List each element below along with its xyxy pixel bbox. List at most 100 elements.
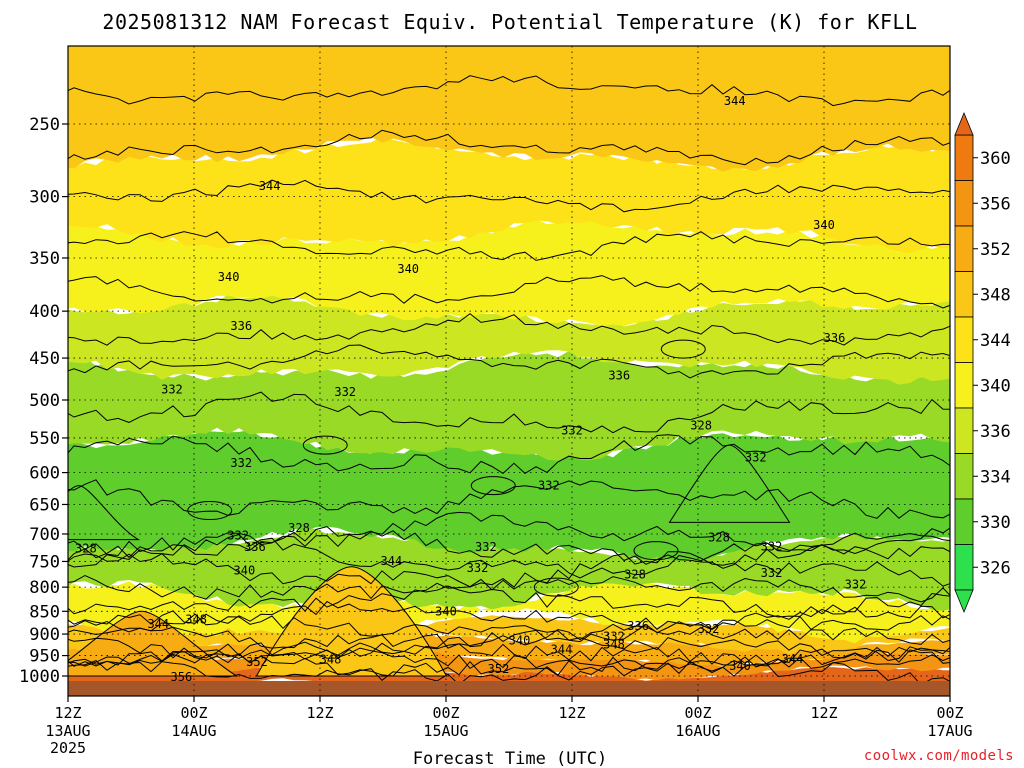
contour-line	[68, 511, 950, 557]
contour-line	[68, 179, 950, 213]
contour-cell	[633, 541, 679, 561]
contour-line	[68, 549, 950, 591]
y-tick-label: 450	[29, 349, 60, 369]
contour-cell	[187, 501, 233, 521]
contour-line	[68, 656, 950, 686]
contour-line	[68, 391, 950, 434]
grid-lines	[68, 46, 950, 696]
x-tick-hour: 12Z	[810, 704, 837, 722]
y-tick-label: 600	[29, 464, 60, 484]
colorbar-label: 360	[980, 149, 1011, 169]
contour-label: 328	[690, 418, 712, 432]
x-tick-date: 17AUG	[927, 722, 972, 740]
contour-label: 340	[234, 563, 256, 577]
ground-band	[68, 681, 950, 696]
y-tick-label: 1000	[19, 667, 60, 687]
contour-label: 348	[320, 653, 342, 667]
x-tick-date: 16AUG	[675, 722, 720, 740]
contour-cell	[302, 435, 348, 455]
colorbar-swatch	[954, 271, 974, 318]
theta-layer	[68, 293, 950, 385]
colorbar-swatch	[954, 407, 974, 454]
colorbar-swatch	[954, 316, 974, 363]
contour-label: 340	[509, 634, 531, 648]
colorbar-label: 340	[980, 376, 1011, 396]
contour-line	[68, 600, 950, 630]
colorbar-arrow-bottom	[954, 589, 974, 614]
filled-contours	[68, 46, 950, 696]
contour-line	[68, 479, 950, 519]
colorbar-swatch	[954, 453, 974, 500]
contour-cell	[660, 339, 706, 359]
colorbar-swatch	[954, 134, 974, 181]
contour-lines	[68, 75, 950, 686]
colorbar-swatch	[954, 544, 974, 591]
y-tick-label: 550	[29, 429, 60, 449]
colorbar-label: 352	[980, 240, 1011, 260]
y-tick-label: 950	[29, 647, 60, 667]
y-tick-label: 250	[29, 115, 60, 135]
x-tick-hour: 12Z	[558, 704, 585, 722]
contour-label: 332	[561, 424, 583, 438]
theta-layer	[68, 527, 950, 611]
contour-line	[68, 275, 950, 309]
theta-feature	[68, 485, 141, 541]
contour-label: 340	[397, 262, 419, 276]
contour-line	[68, 642, 950, 667]
contour-labels: 344 344 340 340 340 336 336 336 332 332 332 332 332 3…	[75, 94, 866, 684]
contour-label: 340	[729, 659, 751, 673]
contour-label: 336	[824, 331, 846, 345]
y-tick-label: 300	[29, 188, 60, 208]
contour-label: 352	[488, 662, 510, 676]
colorbar-label: 348	[980, 285, 1011, 305]
contour-label: 332	[761, 566, 783, 580]
chart-title: 2025081312 NAM Forecast Equiv. Potential…	[102, 10, 917, 34]
x-tick-date: 15AUG	[423, 722, 468, 740]
contour-label: 328	[708, 530, 730, 544]
contour-line	[68, 344, 950, 379]
y-tick-label: 750	[29, 552, 60, 572]
colorbar-label: 330	[980, 513, 1011, 533]
y-tick-label: 900	[29, 625, 60, 645]
colorbar-swatch	[954, 225, 974, 272]
contour-line	[68, 613, 950, 643]
x-tick-hour: 00Z	[684, 704, 711, 722]
contour-label: 328	[288, 521, 310, 535]
contour-line	[68, 651, 950, 681]
contour-label: 332	[230, 456, 252, 470]
y-tick-label: 500	[29, 391, 60, 411]
contour-label: 344	[259, 179, 281, 193]
contour-label: 332	[467, 561, 489, 575]
contour-label: 332	[538, 479, 560, 493]
x-tick-hour: 00Z	[180, 704, 207, 722]
contour-cell	[533, 577, 579, 597]
contour-label: 328	[624, 568, 646, 582]
y-tick-label: 400	[29, 302, 60, 322]
x-tick-date: 13AUG	[45, 722, 90, 740]
contour-label: 332	[761, 539, 783, 553]
theta-layer	[68, 136, 950, 254]
contour-label: 332	[475, 540, 497, 554]
contour-label: 336	[244, 540, 266, 554]
colorbar-label: 334	[980, 467, 1011, 487]
colorbar-label: 344	[980, 331, 1011, 351]
contour-label: 332	[845, 578, 867, 592]
contour-line	[68, 75, 950, 107]
contour-label: 340	[435, 604, 457, 618]
contour-line	[68, 231, 950, 261]
colorbar-legend: 360 356 352 348 344 340 336 334 330 326	[954, 111, 1011, 614]
contour-label: 332	[161, 383, 183, 397]
contour-label: 336	[608, 368, 630, 382]
colorbar-label: 336	[980, 422, 1011, 442]
contour-label: 344	[551, 643, 573, 657]
contour-label: 332	[745, 451, 767, 465]
y-tick-label: 650	[29, 495, 60, 515]
contour-label: 344	[147, 617, 169, 631]
contour-label: 336	[230, 319, 252, 333]
y-tick-label: 350	[29, 249, 60, 269]
x-tick-hour: 12Z	[306, 704, 333, 722]
x-axis-label: Forecast Time (UTC)	[413, 749, 607, 768]
theta-layer	[68, 350, 950, 461]
